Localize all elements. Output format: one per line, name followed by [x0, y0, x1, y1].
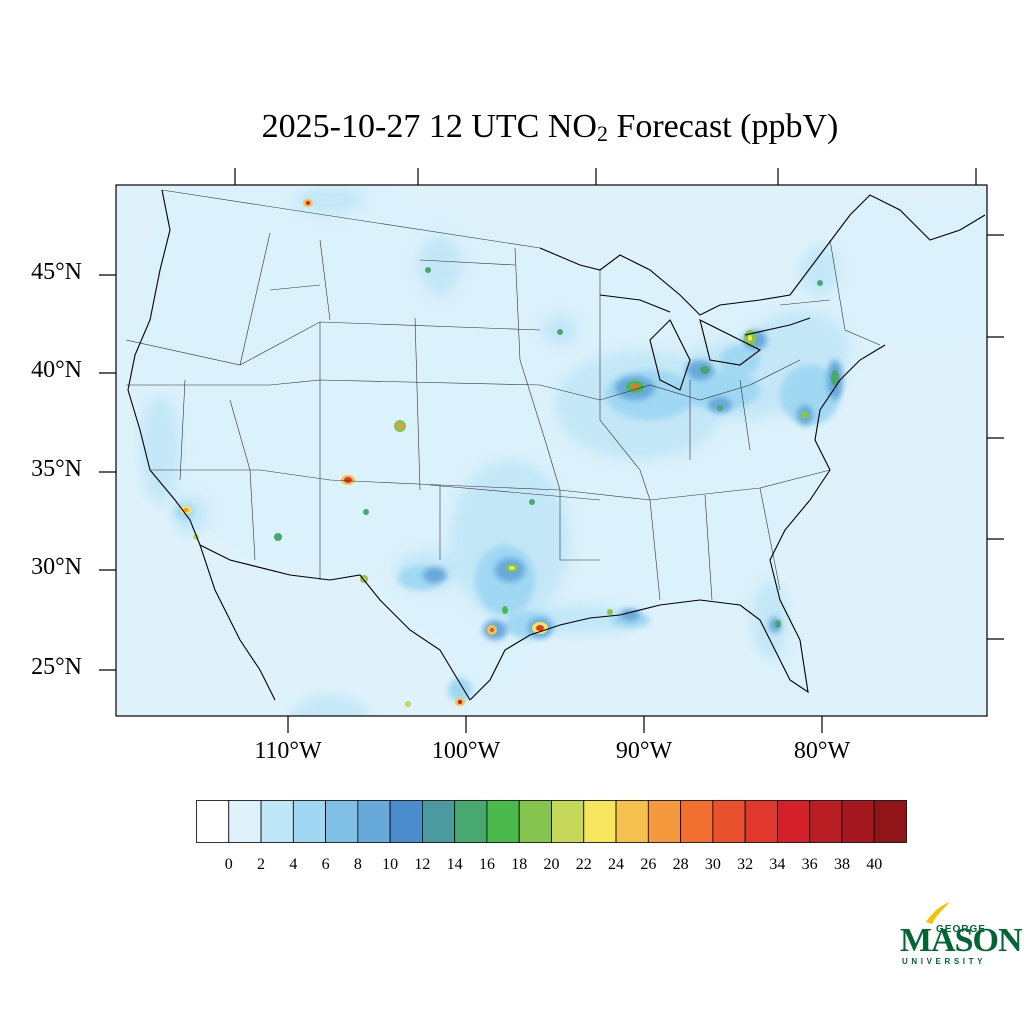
colorbar-swatch [422, 800, 456, 843]
colorbar-tick-label: 2 [257, 856, 266, 873]
colorbar-tick-label: 26 [640, 856, 657, 873]
colorbar-swatch [583, 800, 617, 843]
lat-label-35n: 35°N [31, 456, 82, 482]
colorbar-tick-label: 20 [543, 856, 560, 873]
colorbar-swatch [615, 800, 649, 843]
logo-swoosh-icon [926, 902, 950, 924]
title-suffix: Forecast (ppbV) [607, 108, 839, 145]
colorbar-tick-label: 24 [608, 856, 625, 873]
lon-label-100w: 100°W [431, 738, 501, 764]
colorbar-swatch [325, 800, 359, 843]
title-subscript: 2 [596, 121, 608, 146]
colorbar-swatch [196, 800, 230, 843]
logo-university-text: UNIVERSITY [902, 957, 987, 966]
colorbar-tick-label: 38 [833, 856, 850, 873]
colorbar-swatch [228, 800, 262, 843]
colorbar-tick-label: 36 [801, 856, 818, 873]
colorbar-tick-label: 22 [575, 856, 592, 873]
colorbar-swatch [873, 800, 907, 843]
colorbar-swatch [486, 800, 520, 843]
colorbar-tick-label: 12 [414, 856, 431, 873]
colorbar-tick-label: 18 [511, 856, 528, 873]
colorbar-tick-label: 0 [224, 856, 233, 873]
colorbar-tick-label: 32 [737, 856, 754, 873]
colorbar-swatch [744, 800, 778, 843]
logo-mason-text: MASON [900, 922, 1023, 959]
logo-george-text: GEORGE [936, 924, 986, 935]
colorbar-tick-label: 30 [704, 856, 721, 873]
george-mason-logo: GEORGE MASON UNIVERSITY [898, 900, 1023, 970]
colorbar-tick-label: 40 [866, 856, 883, 873]
colorbar-swatch [841, 800, 875, 843]
colorbar-tick-label: 8 [353, 856, 362, 873]
colorbar-swatch [357, 800, 391, 843]
title-prefix: 2025-10-27 12 UTC NO [261, 108, 597, 145]
colorbar-swatch [389, 800, 423, 843]
colorbar-tick-label: 28 [672, 856, 689, 873]
colorbar-swatch [260, 800, 294, 843]
colorbar-swatch [551, 800, 585, 843]
lat-label-30n: 30°N [31, 554, 82, 580]
colorbar-tick-label: 4 [289, 856, 298, 873]
colorbar-tick-label: 6 [321, 856, 330, 873]
colorbar-swatch [712, 800, 746, 843]
map-frame [115, 184, 988, 717]
colorbar-tick-label: 14 [446, 856, 463, 873]
colorbar-swatch [292, 800, 326, 843]
lat-label-40n: 40°N [31, 357, 82, 383]
colorbar-swatch [777, 800, 811, 843]
colorbar-swatch [454, 800, 488, 843]
lat-label-45n: 45°N [31, 259, 82, 285]
colorbar-swatch [647, 800, 681, 843]
lat-label-25n: 25°N [31, 654, 82, 680]
lon-label-80w: 80°W [793, 738, 851, 764]
colorbar-swatch [809, 800, 843, 843]
colorbar [196, 800, 907, 843]
colorbar-tick-label: 10 [382, 856, 399, 873]
colorbar-tick-label: 34 [769, 856, 786, 873]
lon-label-90w: 90°W [615, 738, 673, 764]
colorbar-swatch [518, 800, 552, 843]
chart-title: 2025-10-27 12 UTC NO2 Forecast (ppbV) [0, 108, 1024, 147]
colorbar-swatch [680, 800, 714, 843]
colorbar-tick-label: 16 [478, 856, 495, 873]
lon-label-110w: 110°W [254, 738, 322, 764]
